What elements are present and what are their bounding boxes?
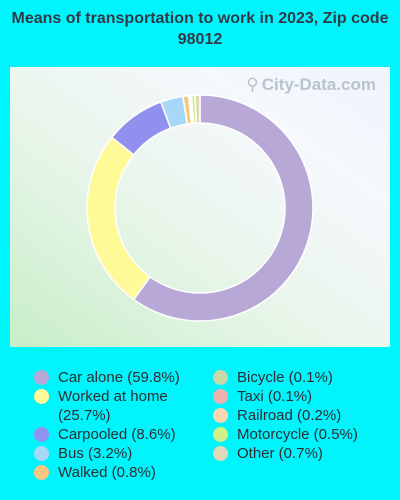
legend-label-carpooled: Carpooled (8.6%) (58, 426, 176, 443)
legend-swatch-walked (34, 465, 49, 480)
legend-label-walked: Walked (0.8%) (58, 464, 156, 481)
legend-label-taxi: Taxi (0.1%) (237, 388, 313, 405)
legend-swatch-bus (34, 446, 49, 461)
legend-swatch-worked-at-home (34, 389, 49, 404)
slice-worked-at-home (86, 136, 152, 301)
legend-label-bus: Bus (3.2%) (58, 445, 133, 462)
chart-title: Means of transportation to work in 2023,… (11, 10, 389, 48)
legend-label-railroad: Railroad (0.2%) (237, 407, 342, 424)
slice-car-alone (132, 94, 314, 322)
legend-label-motorcycle: Motorcycle (0.5%) (237, 426, 358, 443)
watermark-text: City-Data.com (261, 75, 376, 94)
legend-swatch-bicycle (213, 370, 228, 385)
legend-swatch-railroad (213, 408, 228, 423)
legend-swatch-other (213, 446, 228, 461)
legend-label-car-alone: Car alone (59.8%) (58, 369, 180, 386)
legend-label-other: Other (0.7%) (237, 445, 323, 462)
legend-swatch-motorcycle (213, 427, 228, 442)
legend-swatch-taxi (213, 389, 228, 404)
slice-other (194, 94, 201, 124)
legend-label-bicycle: Bicycle (0.1%) (237, 369, 333, 386)
plot-area: ⚲ City-Data.com (10, 67, 390, 347)
legend-swatch-car-alone (34, 370, 49, 385)
donut-chart (86, 94, 314, 322)
legend-swatch-carpooled (34, 427, 49, 442)
legend-label-worked-at-home: Worked at home (25.7%) (58, 388, 168, 424)
watermark: ⚲ City-Data.com (246, 75, 376, 95)
magnifier-icon: ⚲ (246, 75, 259, 94)
